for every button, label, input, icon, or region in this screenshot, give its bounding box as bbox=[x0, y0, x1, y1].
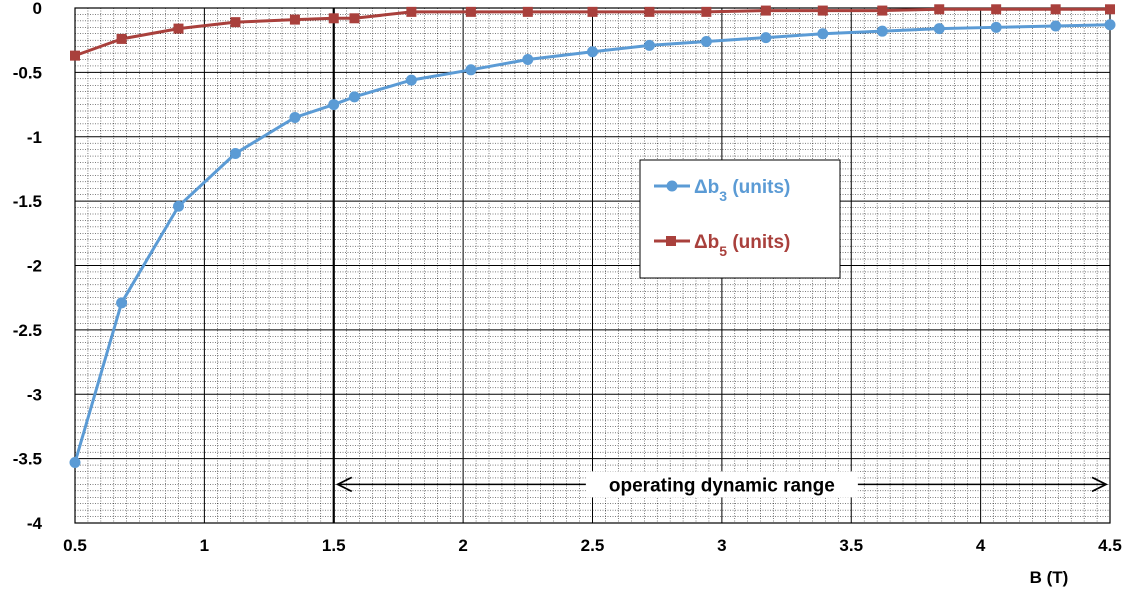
data-point bbox=[70, 50, 80, 61]
y-tick-label: -1.5 bbox=[13, 192, 42, 211]
data-point bbox=[1105, 4, 1115, 15]
data-point bbox=[522, 6, 533, 17]
data-point bbox=[587, 46, 598, 58]
series-1 bbox=[69, 19, 1116, 468]
data-point bbox=[116, 33, 127, 44]
x-tick-label: 4 bbox=[976, 536, 986, 555]
data-point bbox=[760, 5, 771, 16]
x-tick-label: 1.5 bbox=[322, 536, 346, 555]
data-point bbox=[587, 6, 598, 17]
data-point bbox=[116, 297, 128, 309]
x-tick-label: 4.5 bbox=[1098, 536, 1122, 555]
x-tick-label: 3 bbox=[717, 536, 726, 555]
data-point bbox=[173, 23, 184, 34]
y-tick-label: -2.5 bbox=[13, 321, 42, 340]
legend-entry: Δb3 (units) bbox=[654, 177, 790, 204]
data-point bbox=[1050, 20, 1062, 32]
data-point bbox=[465, 64, 477, 76]
x-tick-label: 0.5 bbox=[63, 536, 87, 555]
data-point bbox=[817, 5, 828, 16]
data-point bbox=[991, 4, 1002, 15]
legend-box bbox=[639, 159, 841, 279]
data-point bbox=[465, 6, 476, 17]
x-tick-label: 3.5 bbox=[839, 536, 863, 555]
data-point bbox=[990, 21, 1002, 33]
series-line bbox=[73, 23, 1111, 463]
data-point bbox=[701, 6, 712, 17]
legend: Δb3 (units) Δb5 (units) bbox=[639, 159, 841, 279]
legend-entry: Δb5 (units) bbox=[654, 232, 790, 259]
x-axis-label: B (T) bbox=[1030, 568, 1069, 587]
data-point bbox=[173, 200, 184, 212]
y-tick-label: -2 bbox=[27, 257, 42, 276]
data-point bbox=[328, 99, 340, 111]
y-tick-label: -3.5 bbox=[13, 450, 42, 469]
series-2 bbox=[70, 4, 1115, 61]
operating-range-annotation: operating dynamic range bbox=[335, 471, 1109, 498]
legend-label: Δb5 (units) bbox=[694, 232, 790, 259]
data-point bbox=[522, 54, 534, 65]
data-point bbox=[876, 25, 888, 37]
data-point bbox=[1050, 4, 1061, 15]
data-point bbox=[644, 6, 655, 17]
data-point bbox=[760, 32, 772, 44]
range-arrowhead-right bbox=[1091, 476, 1109, 493]
data-point bbox=[405, 74, 417, 86]
data-point bbox=[289, 14, 300, 25]
y-tick-label: 0 bbox=[33, 0, 42, 18]
x-tick-label: 1 bbox=[200, 536, 209, 555]
data-point bbox=[229, 147, 241, 159]
y-tick-label: -4 bbox=[27, 514, 43, 533]
series-line bbox=[74, 7, 1110, 58]
x-tick-label: 2.5 bbox=[581, 536, 605, 555]
data-point bbox=[1104, 19, 1116, 31]
legend-label: Δb3 (units) bbox=[694, 177, 790, 204]
data-point bbox=[349, 13, 360, 24]
data-point bbox=[230, 17, 241, 28]
x-axis-tick-labels: 0.5 1 1.5 2 2.5 3 3.5 4 4.5 bbox=[63, 536, 1122, 555]
data-point bbox=[700, 35, 712, 47]
x-tick-label: 2 bbox=[458, 536, 467, 555]
series-layer bbox=[69, 4, 1116, 468]
y-tick-label: -1 bbox=[27, 128, 42, 147]
range-arrowhead-left bbox=[335, 476, 353, 493]
data-point bbox=[933, 23, 945, 35]
data-point bbox=[348, 91, 360, 103]
data-point bbox=[69, 456, 81, 468]
y-tick-label: -0.5 bbox=[13, 63, 42, 82]
data-point bbox=[406, 6, 417, 17]
range-label-bg bbox=[585, 471, 858, 498]
data-point bbox=[817, 28, 829, 40]
y-axis-tick-labels: 0 -0.5 -1 -1.5 -2 -2.5 -3 -3.5 -4 bbox=[13, 0, 43, 533]
data-point bbox=[328, 13, 339, 24]
legend-marker bbox=[666, 236, 676, 246]
data-point bbox=[289, 111, 301, 123]
y-tick-label: -3 bbox=[27, 385, 42, 404]
data-point bbox=[877, 5, 888, 16]
legend-marker bbox=[666, 180, 678, 192]
data-point bbox=[934, 4, 945, 15]
range-label: operating dynamic range bbox=[609, 475, 835, 496]
data-point bbox=[643, 39, 655, 51]
